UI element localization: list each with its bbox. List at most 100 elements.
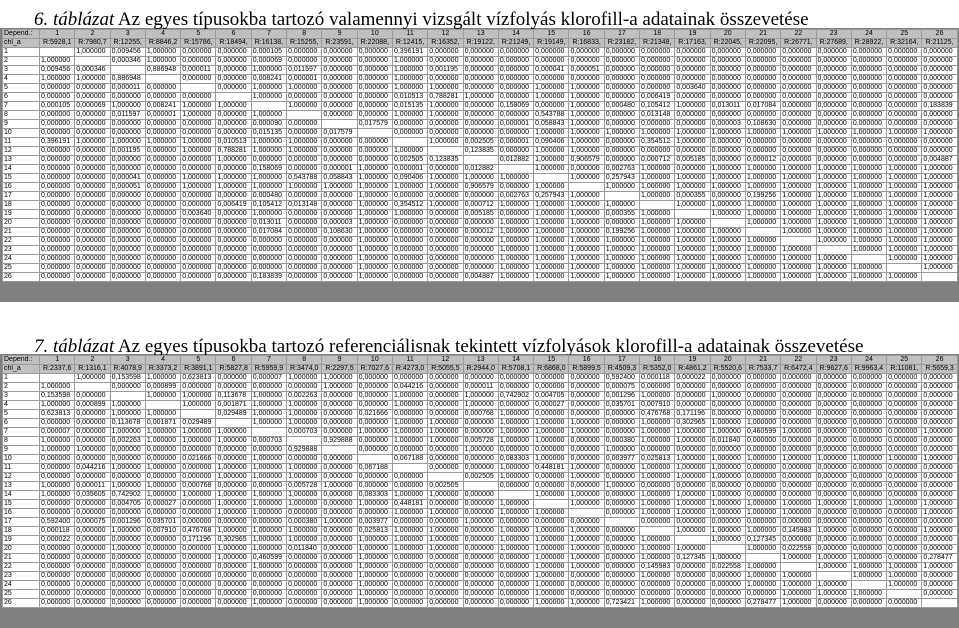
table-cell — [321, 119, 358, 129]
table-cell: 1,000000 — [639, 499, 676, 509]
table-cell: 0,000000 — [109, 227, 146, 237]
table-cell: 1,000000 — [639, 173, 676, 183]
table-cell: 0,000000 — [286, 562, 323, 572]
table-cell: 0,000000 — [74, 227, 111, 237]
table-cell: 1,000000 — [850, 553, 888, 563]
table-cell: 0,000000 — [497, 146, 535, 156]
table-cell: 0,000000 — [286, 209, 323, 219]
table-cell: 0,000000 — [109, 382, 146, 392]
table-cell: 0,000000 — [462, 544, 499, 554]
table-cell: 1,000000 — [568, 236, 605, 246]
table-row: 12 0,000000 0,000000 0,001195 0,000000 1,0000… — [2, 146, 958, 156]
table-row: 20 0,000000 0,000000 1,000000 0,000000 0,0000… — [2, 544, 958, 554]
table-cell: 1,000000 — [886, 173, 923, 183]
row-label: 23 — [2, 245, 40, 255]
table-cell: 0,000000 — [850, 481, 888, 491]
table-cell — [886, 589, 923, 599]
table-cell: 1,000000 — [850, 182, 888, 192]
table-cell: 0,000000 — [780, 418, 817, 428]
table-cell: 1,000000 — [639, 272, 676, 282]
row-label: 21 — [2, 227, 40, 237]
table-cell: 1,000000 — [533, 508, 570, 518]
table-cell: 0,000000 — [109, 580, 146, 590]
table-cell: 1,000000 — [603, 254, 641, 264]
table-cell: 0,000000 — [780, 373, 817, 383]
table-cell: 0,476768 — [639, 409, 676, 419]
table-cell: 0,000000 — [533, 101, 570, 111]
row-label: 5 — [2, 409, 40, 419]
table-cell: 1,000000 — [533, 200, 570, 210]
table-cell: 0,000000 — [886, 481, 923, 491]
table-cell: 1,000000 — [356, 236, 393, 246]
table-cell: 0,000000 — [886, 56, 923, 66]
column-mean-rank: R:18494, — [215, 38, 252, 48]
table-cell: 1,000000 — [568, 535, 605, 545]
table-cell: 0,000000 — [180, 472, 217, 482]
table-cell: 1,000000 — [709, 263, 746, 273]
table-cell: 0,000000 — [38, 218, 76, 228]
table-cell: 0,000000 — [921, 83, 958, 93]
table-cell: 1,000000 — [850, 589, 888, 599]
table-cell: 0,000000 — [215, 74, 252, 84]
table-cell: 0,000000 — [850, 101, 888, 111]
table-cell: 0,000000 — [921, 65, 958, 75]
table-cell: 0,000000 — [356, 481, 393, 491]
column-number: 24 — [850, 29, 888, 39]
table-cell: 0,000000 — [321, 499, 358, 509]
table-cell: 1,000000 — [533, 254, 570, 264]
column-number: 26 — [921, 29, 958, 39]
table-cell: 0,000000 — [639, 481, 676, 491]
table-cell: 0,000000 — [38, 263, 76, 273]
table-cell: 1,000000 — [744, 173, 782, 183]
table-cell: 0,000000 — [74, 535, 111, 545]
row-label: 17 — [2, 191, 40, 201]
table-cell: 0,000000 — [709, 400, 746, 410]
table-cell: 1,000000 — [250, 391, 288, 401]
table-cell: 1,000000 — [180, 137, 217, 147]
column-mean-rank: R:5827,8 — [215, 364, 252, 374]
table-cell: 0,000000 — [74, 92, 111, 102]
column-mean-rank: R:4861,2 — [674, 364, 711, 374]
column-number: 5 — [180, 29, 217, 39]
table-cell: 0,000011 — [462, 382, 499, 392]
table-cell: 0,000000 — [568, 373, 605, 383]
table-cell: 0,000000 — [391, 218, 429, 228]
table-cell: 0,000000 — [38, 92, 76, 102]
table-cell: 0,000000 — [815, 110, 852, 120]
table-cell: 1,000000 — [286, 373, 323, 383]
table-cell: 1,000000 — [886, 272, 923, 282]
table-cell: 0,000000 — [850, 137, 888, 147]
column-mean-rank: R:19149, — [533, 38, 570, 48]
column-number: 1 — [38, 29, 76, 39]
table-cell: 1,000000 — [568, 427, 605, 437]
table-cell: 0,000000 — [144, 173, 182, 183]
table-cell: 0,000000 — [215, 245, 252, 255]
table-cell: 0,004705 — [109, 499, 146, 509]
table-cell — [427, 146, 464, 156]
table-cell: 0,000000 — [497, 83, 535, 93]
table-row: 17 0,592400 0,000075 0,001296 0,035701 0,0000… — [2, 517, 958, 527]
table-cell: 1,000000 — [391, 110, 429, 120]
table2-matrix: Depend.: 1 2 3 4 5 6 7 8 9 10 11 12 13 14 15 16 17 18 19 20 2… — [2, 355, 958, 608]
table-cell: 1,000000 — [427, 101, 464, 111]
column-mean-rank: R:3474,0 — [286, 364, 323, 374]
table-cell: 0,000000 — [391, 481, 429, 491]
table-cell — [780, 236, 817, 246]
column-number: 2 — [74, 355, 111, 365]
table-cell: 0,010513 — [215, 137, 252, 147]
table-cell — [533, 173, 570, 183]
table-cell: 0,000000 — [321, 589, 358, 599]
table-cell: 1,000000 — [286, 409, 323, 419]
table-cell: 0,000000 — [427, 373, 464, 383]
table-cell: 0,000000 — [603, 418, 641, 428]
table-cell: 0,000000 — [38, 272, 76, 282]
table-cell: 0,000000 — [709, 598, 746, 608]
table-row: 11 0,396191 1,000000 1,000000 1,000000 1,0000… — [2, 137, 958, 147]
table-cell: 0,002505 — [462, 472, 499, 482]
table-cell: 1,000000 — [497, 499, 535, 509]
table-cell: 0,007910 — [144, 526, 182, 536]
column-number: 12 — [427, 29, 464, 39]
table-cell: 0,000000 — [391, 472, 429, 482]
table-cell: 0,083303 — [356, 490, 393, 500]
table-cell: 0,022558 — [780, 544, 817, 554]
